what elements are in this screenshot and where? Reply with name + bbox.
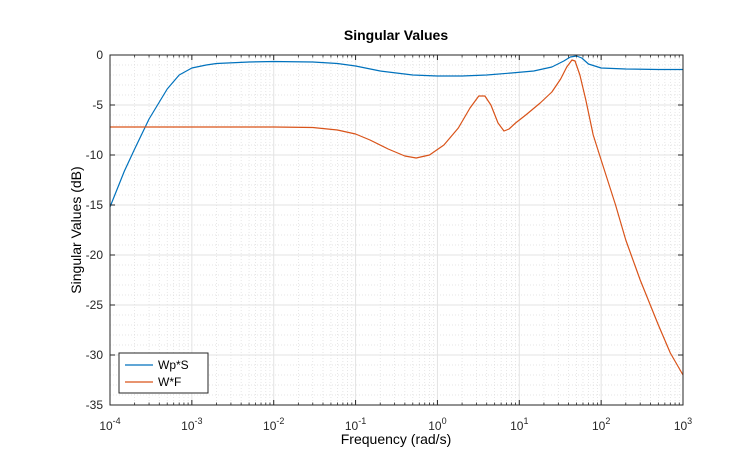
x-tick-label: 101: [510, 416, 528, 433]
x-tick-label-base: 10: [510, 419, 524, 433]
x-tick-label-exponent: 0: [442, 416, 447, 426]
x-tick-label-base: 10: [428, 419, 442, 433]
y-tick-label: 0: [96, 48, 103, 62]
y-tick-labels: 0 -5 -10 -15 -20 -25 -30 -35: [86, 48, 104, 412]
x-tick-label: 103: [674, 416, 692, 433]
plot-border: [109, 54, 684, 406]
x-tick-label-exponent: -4: [113, 416, 121, 426]
y-tick-label: -5: [92, 98, 103, 112]
x-tick-label-exponent: -3: [195, 416, 203, 426]
x-axis-title: Frequency (rad/s): [341, 431, 451, 447]
x-tick-labels: 10-4 10-3 10-2 10-1 100 101 102 103: [99, 416, 692, 433]
legend-box: [118, 352, 209, 394]
x-tick-label: 102: [592, 416, 610, 433]
x-tick-label: 10-3: [181, 416, 202, 433]
tick-marks: [109, 54, 684, 406]
y-tick-label: -10: [86, 148, 104, 162]
x-tick-label-exponent: 2: [605, 416, 610, 426]
x-tick-label-base: 10: [674, 419, 688, 433]
y-tick-label: -30: [86, 348, 104, 362]
x-tick-label-base: 10: [181, 419, 195, 433]
plot-area: [110, 55, 683, 405]
legend-label: W*F: [158, 375, 181, 389]
x-tick-label: 10-2: [263, 416, 284, 433]
y-tick-label: -20: [86, 248, 104, 262]
legend: Wp*S W*F: [118, 352, 209, 394]
x-tick-label: 10-1: [345, 416, 366, 433]
x-tick-label-base: 10: [592, 419, 606, 433]
y-tick-label: -15: [86, 198, 104, 212]
x-tick-label-base: 10: [99, 419, 113, 433]
x-tick-label-base: 10: [345, 419, 359, 433]
x-tick-label-base: 10: [263, 419, 277, 433]
y-tick-label: -25: [86, 298, 104, 312]
chart-title: Singular Values: [344, 27, 448, 43]
x-tick-label-exponent: 3: [687, 416, 692, 426]
x-tick-label-exponent: -2: [276, 416, 284, 426]
series-layer: [109, 55, 684, 376]
x-tick-label: 100: [428, 416, 446, 433]
legend-label: Wp*S: [158, 358, 189, 372]
y-tick-label: -35: [86, 398, 104, 412]
x-tick-label: 10-4: [99, 416, 120, 433]
x-tick-label-exponent: -1: [358, 416, 366, 426]
series-line-wp-s: [109, 55, 683, 208]
x-tick-label-exponent: 1: [523, 416, 528, 426]
minor-grid: [110, 55, 683, 405]
y-axis-title: Singular Values (dB): [68, 166, 84, 293]
series-line-w-f: [110, 59, 684, 376]
